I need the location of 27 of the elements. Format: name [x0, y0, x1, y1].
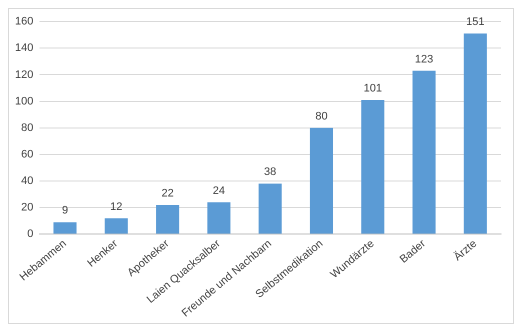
y-tick-label: 140 — [14, 42, 34, 54]
data-label: 123 — [414, 53, 434, 66]
y-tick-label: 0 — [27, 228, 34, 240]
bar — [207, 202, 230, 234]
y-tick-label: 100 — [14, 95, 34, 108]
data-label: 12 — [110, 200, 122, 213]
bar — [258, 184, 282, 234]
y-tick-label: 40 — [21, 175, 34, 188]
data-label: 38 — [264, 166, 276, 178]
bar — [412, 70, 436, 234]
bar — [464, 34, 487, 234]
y-tick-label: 60 — [21, 148, 34, 160]
data-label: 80 — [315, 110, 328, 122]
y-tick-label: 80 — [21, 122, 34, 134]
bar — [53, 222, 77, 234]
bar — [310, 128, 334, 234]
y-tick-label: 160 — [14, 16, 34, 28]
bar — [361, 100, 384, 234]
data-label: 22 — [161, 187, 174, 200]
data-label: 24 — [212, 184, 226, 197]
bar — [104, 218, 128, 234]
data-label: 151 — [466, 16, 485, 28]
y-tick-label: 120 — [14, 68, 34, 81]
bar — [156, 204, 180, 234]
data-label: 101 — [364, 82, 382, 95]
data-label: 9 — [62, 204, 68, 217]
y-tick-label: 20 — [21, 202, 34, 214]
